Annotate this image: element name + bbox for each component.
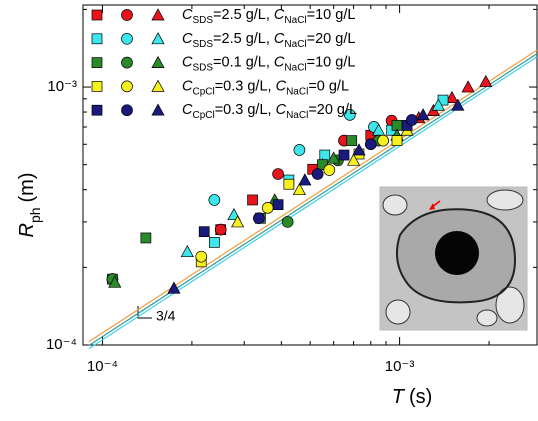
data-point — [445, 90, 459, 103]
data-point — [198, 226, 210, 238]
legend-label: CCpCl=0.3 g/L, CNaCl=0 g/L — [182, 78, 349, 97]
data-point — [431, 98, 445, 111]
data-point — [281, 216, 294, 228]
data-point — [416, 108, 430, 121]
y-axis-title: Rph(m) — [16, 172, 42, 237]
data-point — [352, 143, 366, 156]
legend-marker — [91, 33, 103, 45]
data-point — [214, 223, 227, 236]
slope-annotation: 3/4 — [156, 308, 176, 324]
data-point — [346, 135, 358, 146]
legend-label: CSDS=2.5 g/L, CNaCl=10 g/L — [182, 7, 355, 26]
data-point — [167, 281, 181, 294]
legend-marker — [91, 104, 103, 116]
data-point — [451, 98, 465, 111]
legend-marker — [121, 9, 133, 21]
legend-marker — [151, 55, 165, 68]
x-axis-title: T (s) — [392, 386, 433, 408]
data-point — [231, 215, 245, 228]
data-point — [108, 275, 122, 288]
data-point — [327, 151, 341, 164]
legend-marker — [91, 9, 103, 21]
data-point — [195, 250, 208, 263]
data-point — [346, 153, 361, 166]
data-point — [272, 168, 284, 180]
y-tick-label: 10⁻⁴ — [46, 336, 77, 353]
data-point — [364, 138, 377, 151]
data-point — [391, 135, 403, 146]
legend-marker — [91, 81, 103, 92]
fit-line — [88, 56, 538, 350]
data-point — [479, 74, 493, 87]
data-point — [298, 173, 312, 186]
y-tick-label: 10⁻³ — [47, 78, 77, 95]
x-tick-label: 10⁻³ — [385, 358, 415, 375]
legend-marker — [121, 104, 133, 117]
data-point — [319, 149, 331, 161]
data-point — [272, 199, 284, 211]
data-point — [180, 244, 194, 258]
legend-marker — [151, 79, 165, 92]
data-point — [253, 212, 265, 225]
x-tick-label: 10⁻⁴ — [87, 358, 118, 375]
fit-line — [88, 53, 538, 346]
fit-line — [88, 49, 538, 343]
legend-marker — [151, 32, 165, 45]
legend-marker — [151, 8, 165, 21]
data-point — [283, 178, 295, 190]
data-point — [208, 194, 221, 206]
legend-label: CSDS=0.1 g/L, CNaCl=10 g/L — [182, 54, 355, 73]
data-point — [311, 168, 324, 180]
legend-label: CCpCl=0.3 g/L, CNaCl=20 g/L — [182, 102, 357, 121]
data-point — [292, 182, 306, 196]
legend-label: CSDS=2.5 g/L, CNaCl=20 g/L — [182, 31, 355, 50]
legend-marker — [121, 32, 133, 45]
data-point — [406, 114, 418, 126]
data-point — [261, 202, 274, 214]
legend-marker — [91, 57, 103, 68]
data-point — [377, 134, 389, 147]
data-point — [247, 194, 258, 206]
data-point — [293, 144, 306, 156]
legend-marker — [151, 103, 165, 116]
data-point — [209, 236, 220, 248]
legend-marker — [121, 56, 133, 69]
data-point — [323, 164, 336, 176]
data-point — [461, 80, 475, 93]
legend-marker — [121, 80, 133, 93]
data-point — [343, 109, 356, 121]
data-point — [338, 149, 350, 161]
data-point — [140, 232, 152, 244]
inset-photo — [379, 186, 528, 331]
